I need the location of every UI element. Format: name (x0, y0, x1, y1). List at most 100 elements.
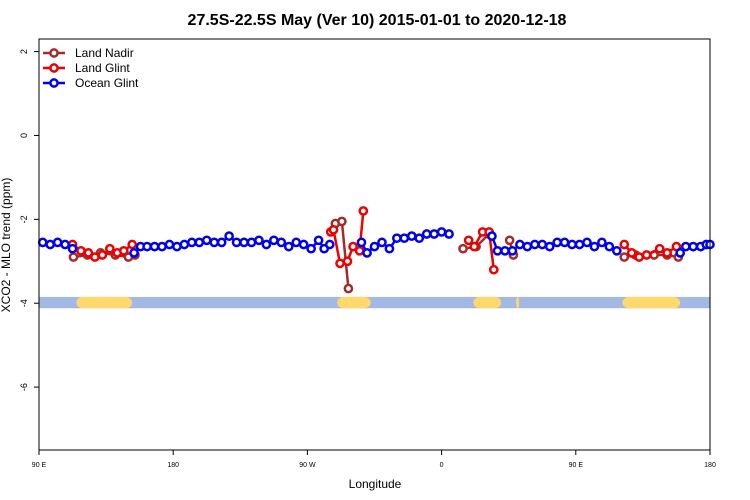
data-point (97, 250, 108, 260)
data-point (335, 258, 345, 269)
data-point (537, 239, 548, 250)
data-point (589, 241, 600, 252)
series-ocean-glint (37, 227, 715, 258)
data-point (246, 237, 257, 248)
data-point (522, 241, 533, 252)
series-layer (37, 206, 715, 294)
land-ocean-mask (39, 296, 710, 309)
data-point (291, 237, 302, 248)
data-point (377, 237, 387, 248)
data-point (414, 233, 425, 244)
data-point (157, 241, 167, 252)
data-point (179, 239, 190, 250)
x-tick-label: 90 E (32, 462, 47, 469)
data-point (654, 243, 665, 254)
series-land-glint (67, 206, 682, 275)
data-point (369, 241, 380, 252)
data-point (356, 237, 367, 248)
data-point (348, 241, 358, 252)
data-point (298, 239, 309, 250)
data-point (574, 239, 585, 250)
y-tick-label: -6 (19, 383, 29, 391)
legend-item: Ocean Glint (43, 76, 139, 90)
data-point (688, 241, 699, 252)
y-tick-label: -2 (19, 215, 29, 223)
x-axis-label: Longitude (349, 477, 402, 491)
data-point (83, 248, 94, 258)
data-point (239, 237, 249, 248)
chart-title: 27.5S-22.5S May (Ver 10) 2015-01-01 to 2… (188, 12, 567, 29)
data-point (201, 235, 212, 246)
data-point (529, 239, 540, 250)
legend-item: Land Nadir (43, 46, 134, 60)
data-point (127, 239, 138, 250)
x-tick-label: 90 W (299, 462, 316, 469)
data-point (487, 231, 497, 241)
data-point (354, 245, 365, 256)
data-point (626, 248, 637, 258)
data-point (269, 235, 279, 246)
data-point (469, 241, 480, 252)
data-point (129, 248, 139, 258)
data-point (194, 237, 205, 248)
data-point (358, 206, 369, 216)
data-point (337, 216, 347, 227)
data-point (597, 237, 607, 248)
data-point (507, 245, 518, 256)
data-point (604, 241, 615, 252)
data-point (504, 235, 515, 246)
data-point (342, 256, 353, 267)
legend-swatch-marker (49, 63, 59, 73)
legend-label: Ocean Glint (75, 76, 139, 90)
data-point (406, 231, 417, 241)
data-point (224, 231, 234, 241)
data-point (619, 239, 630, 250)
data-point (231, 237, 242, 248)
data-point (662, 248, 672, 258)
data-point (429, 229, 439, 239)
data-point (500, 245, 510, 256)
y-tick-label: -4 (19, 299, 29, 307)
plot-frame (38, 38, 711, 451)
data-point (313, 235, 324, 246)
data-point (463, 235, 474, 246)
data-point (515, 239, 525, 250)
data-point (552, 237, 563, 248)
land-mask-segment-3 (516, 296, 520, 309)
data-point (675, 248, 686, 258)
data-point (37, 237, 48, 248)
data-point (45, 239, 56, 250)
data-point (544, 241, 555, 252)
y-axis: 2 0 -2 -4 -6 (19, 49, 39, 391)
data-point (492, 245, 503, 256)
data-point (392, 233, 402, 244)
data-point (172, 241, 182, 252)
data-point (164, 239, 175, 250)
data-point (641, 250, 652, 260)
x-tick-label: 180 (167, 462, 179, 469)
data-point (283, 241, 294, 252)
x-tick-label: 90 E (569, 462, 584, 469)
ocean-mask-band (39, 296, 710, 309)
data-point (68, 252, 79, 262)
data-point (458, 243, 468, 254)
land-mask-segment-2 (473, 296, 502, 309)
y-tick-label: 2 (19, 49, 29, 54)
data-point (567, 239, 577, 250)
land-mask-segment-4 (622, 296, 681, 309)
legend-label: Land Glint (75, 61, 130, 75)
data-point (384, 243, 395, 254)
y-tick-label: 0 (19, 133, 29, 138)
legend-swatch-marker (49, 48, 59, 58)
data-point (362, 248, 372, 258)
legend-swatch-marker (49, 78, 59, 88)
legend-label: Land Nadir (75, 46, 134, 60)
data-point (76, 245, 86, 256)
data-point (209, 237, 220, 248)
data-point (343, 283, 354, 294)
data-point (421, 229, 432, 239)
data-point (67, 243, 78, 254)
series-land-nadir (68, 216, 684, 294)
